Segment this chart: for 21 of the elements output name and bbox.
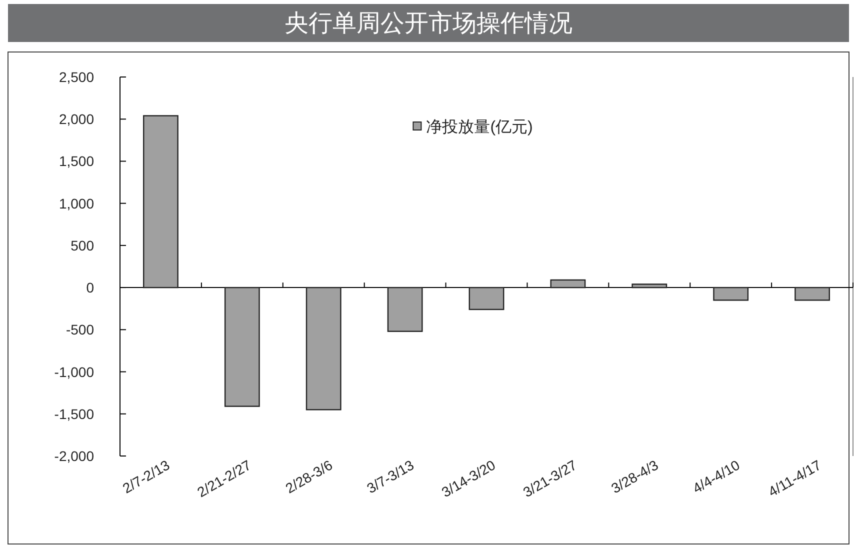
bar bbox=[632, 284, 668, 288]
bar bbox=[468, 286, 504, 310]
y-tick-label: 1,000 bbox=[58, 195, 94, 212]
y-tick-label: 2,500 bbox=[58, 69, 94, 85]
bar bbox=[713, 286, 749, 301]
bar bbox=[224, 286, 260, 407]
y-tick-label: 2,000 bbox=[58, 111, 94, 128]
bar bbox=[306, 286, 342, 410]
bar bbox=[550, 279, 586, 288]
y-tick-label: -1,000 bbox=[54, 364, 94, 380]
y-tick-label: -1,500 bbox=[54, 406, 94, 422]
y-tick-label: -500 bbox=[66, 322, 94, 338]
y-tick-label: 0 bbox=[86, 280, 94, 296]
y-tick-label: 1,500 bbox=[58, 153, 94, 170]
bar bbox=[387, 286, 423, 332]
y-tick-label: 500 bbox=[70, 237, 94, 254]
bar bbox=[794, 286, 830, 301]
chart-title: 央行单周公开市场操作情况 bbox=[284, 10, 572, 37]
y-tick-label: -2,000 bbox=[54, 448, 94, 464]
legend-label: 净投放量(亿元) bbox=[426, 119, 533, 136]
bar bbox=[143, 115, 178, 288]
